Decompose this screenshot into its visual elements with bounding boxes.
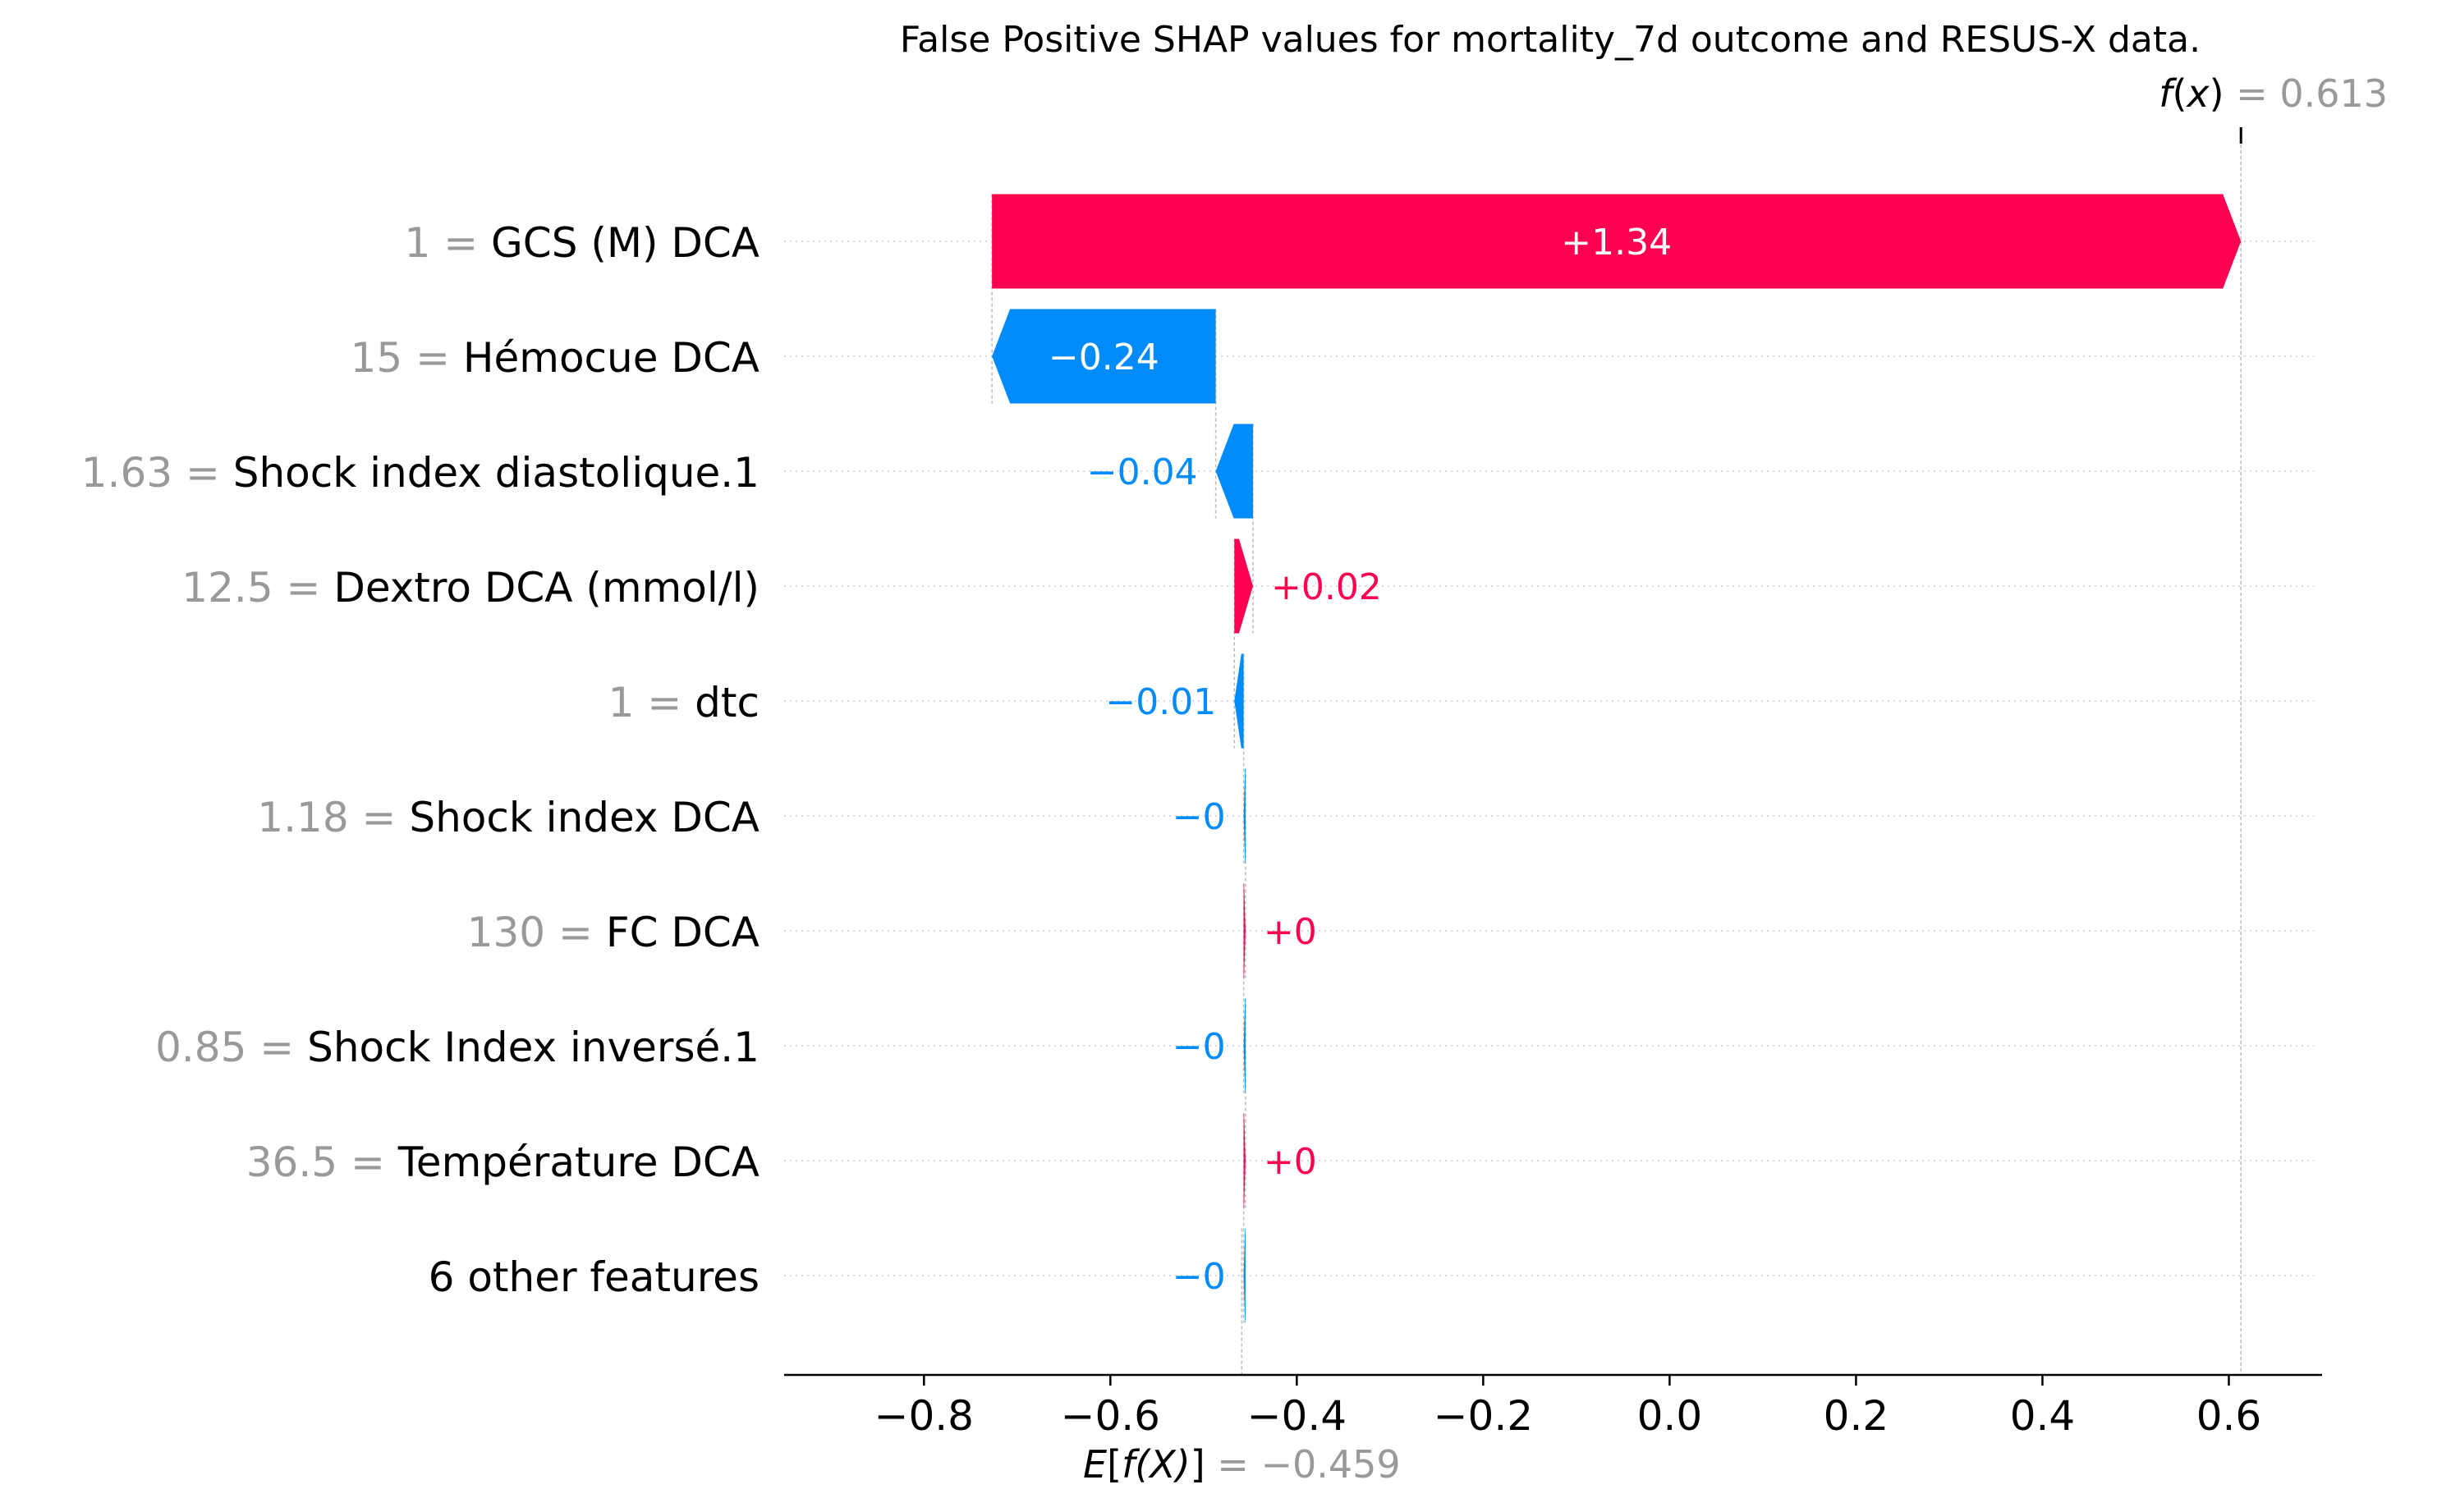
feature-label: 1 = dtc <box>608 679 760 726</box>
feature-labels: 1 = GCS (M) DCA 15 = Hémocue DCA 1.63 = Sh… <box>81 219 760 1301</box>
output-label-part: ) <box>2210 71 2224 116</box>
output-label-part: = <box>2224 71 2280 116</box>
base-label-part: f(X) <box>1122 1442 1191 1487</box>
x-tick-label: −0.8 <box>874 1392 974 1440</box>
base-label-part: = <box>1205 1442 1261 1487</box>
bar-value-label: +0 <box>1264 911 1317 953</box>
feature-value: 36.5 = <box>246 1139 398 1186</box>
x-tick-label: 0.6 <box>2196 1392 2262 1440</box>
positive-shap-bar <box>1243 1113 1246 1208</box>
positive-shap-bar <box>992 194 2242 289</box>
output-value-annotation: f(x) = 0.613 <box>2159 71 2388 116</box>
feature-name: Dextro DCA (mmol/l) <box>333 564 760 612</box>
feature-label: 130 = FC DCA <box>467 909 760 956</box>
feature-value: 130 = <box>467 909 606 956</box>
base-label-part: ] <box>1191 1442 1205 1487</box>
feature-name: Hémocue DCA <box>463 334 760 382</box>
feature-label: 1.63 = Shock index diastolique.1 <box>81 449 760 497</box>
bar-value-label: −0 <box>1173 1256 1226 1298</box>
x-tick-label: −0.4 <box>1247 1392 1347 1440</box>
output-label-part: x <box>2185 71 2210 116</box>
feature-value: 1.63 = <box>81 449 233 497</box>
base-label-part: E <box>1083 1442 1107 1487</box>
feature-name: dtc <box>695 679 760 726</box>
feature-label: 1.18 = Shock index DCA <box>257 794 760 841</box>
feature-name: GCS (M) DCA <box>491 219 760 267</box>
output-label-part: 0.613 <box>2279 71 2388 116</box>
chart-title: False Positive SHAP values for mortality… <box>900 19 2201 61</box>
feature-label: 15 = Hémocue DCA <box>351 334 760 382</box>
bar-value-label: +0.02 <box>1271 566 1382 608</box>
bar-value-label: −0.04 <box>1087 451 1198 493</box>
feature-label: 36.5 = Température DCA <box>246 1139 760 1186</box>
feature-name: Température DCA <box>397 1139 760 1186</box>
bar-value-label: +1.34 <box>1561 222 1672 263</box>
negative-shap-bar <box>992 309 1216 404</box>
positive-shap-bar <box>1234 538 1253 634</box>
expected-value-annotations: E[f(X)] = −0.459 f(x) = 0.613 <box>1083 71 2388 1487</box>
feature-label: 6 other features <box>429 1253 760 1301</box>
bar-value-label: +0 <box>1264 1141 1317 1183</box>
feature-value: 12.5 = <box>181 564 333 612</box>
base-label-part: −0.459 <box>1260 1442 1400 1487</box>
bar-value-label: −0 <box>1173 1026 1226 1068</box>
bar-value-label: −0.01 <box>1105 681 1216 723</box>
x-tick-label: 0.0 <box>1637 1392 1703 1440</box>
feature-name: Shock Index inversé.1 <box>307 1024 760 1071</box>
negative-shap-bar <box>1243 998 1246 1093</box>
feature-value: 1.18 = <box>257 794 409 841</box>
feature-name: 6 other features <box>429 1253 760 1301</box>
feature-name: FC DCA <box>606 909 760 956</box>
feature-value: 1 = <box>608 679 695 726</box>
waterfall-bars <box>992 194 2242 1323</box>
feature-label: 12.5 = Dextro DCA (mmol/l) <box>181 564 760 612</box>
output-label-part: ( <box>2172 71 2187 116</box>
feature-name: Shock index diastolique.1 <box>233 449 760 497</box>
negative-shap-bar <box>1243 768 1246 864</box>
x-tick-label: 0.4 <box>2010 1392 2076 1440</box>
feature-label: 1 = GCS (M) DCA <box>405 219 760 267</box>
x-tick-label: 0.2 <box>1824 1392 1889 1440</box>
feature-value: 0.85 = <box>155 1024 307 1071</box>
feature-label: 0.85 = Shock Index inversé.1 <box>155 1024 760 1071</box>
feature-value: 15 = <box>351 334 463 382</box>
x-tick-label: −0.2 <box>1434 1392 1533 1440</box>
bar-value-labels: +1.34 −0.24 −0.04 +0.02 −0.01 −0 +0 −0 +0 −0 <box>1049 222 1672 1298</box>
base-value-annotation: E[f(X)] = −0.459 <box>1083 1442 1401 1487</box>
bar-value-label: −0 <box>1173 796 1226 838</box>
negative-shap-bar <box>1215 424 1253 519</box>
positive-shap-bar <box>1243 883 1246 978</box>
base-label-part: [ <box>1107 1442 1122 1487</box>
negative-shap-bar <box>1234 653 1244 749</box>
x-axis: −0.8 −0.6 −0.4 −0.2 0.0 0.2 0.4 0.6 <box>784 1373 2322 1440</box>
bar-value-label: −0.24 <box>1049 337 1159 378</box>
x-tick-label: −0.6 <box>1061 1392 1160 1440</box>
feature-name: Shock index DCA <box>409 794 760 841</box>
negative-shap-bar <box>1243 1228 1246 1323</box>
feature-value: 1 = <box>405 219 492 267</box>
